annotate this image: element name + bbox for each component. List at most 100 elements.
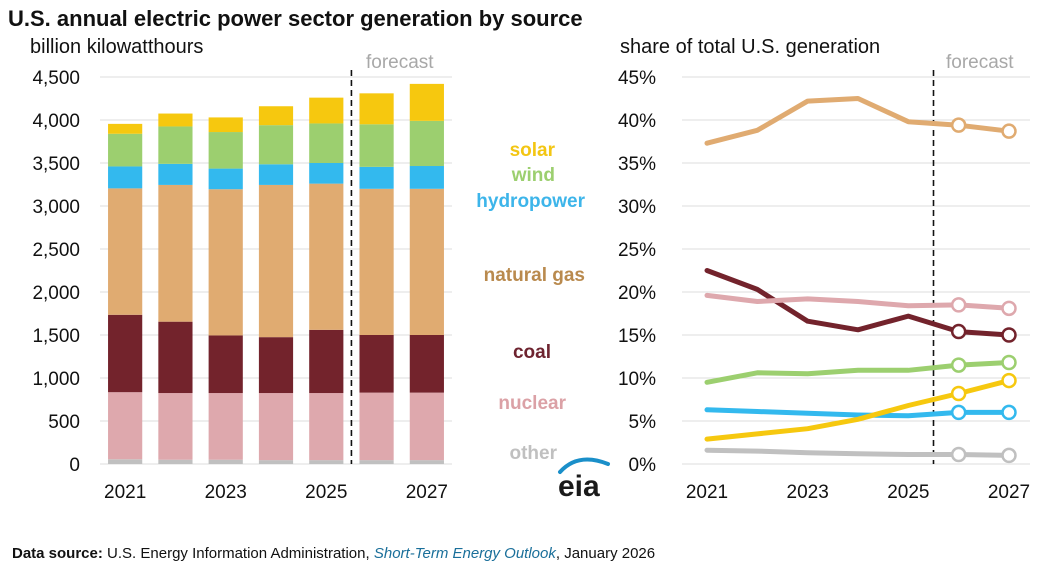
bar-segment-solar xyxy=(258,106,294,126)
bar-segment-coal xyxy=(208,335,243,394)
bar-segment-wind xyxy=(258,125,294,165)
right-y-tick-label: 45% xyxy=(618,68,656,89)
bar-segment-nuclear xyxy=(208,393,243,460)
bar-segment-coal xyxy=(258,337,294,394)
bar-segment-natural-gas xyxy=(208,189,243,336)
left-y-tick-label: 2,500 xyxy=(32,240,80,261)
bar-segment-wind xyxy=(409,120,444,167)
bar-segment-solar xyxy=(108,123,143,134)
left-y-tick-label: 1,000 xyxy=(32,369,80,390)
forecast-point-other xyxy=(1001,447,1017,464)
bar-segment-other xyxy=(309,460,344,464)
left-y-tick-label: 0 xyxy=(69,455,80,476)
logo-text: eia xyxy=(558,470,600,502)
forecast-point-wind xyxy=(950,357,967,373)
bar-segment-other xyxy=(208,459,243,464)
bar-segment-natural-gas xyxy=(409,188,444,335)
bar-segment-solar xyxy=(208,117,243,133)
legend-other: other xyxy=(509,443,558,464)
bar-segment-hydropower xyxy=(258,164,294,185)
bar-segment-hydropower xyxy=(359,166,394,189)
bar-segment-other xyxy=(359,460,394,464)
bar-segment-nuclear xyxy=(258,393,294,461)
forecast-point-other xyxy=(950,446,967,463)
forecast-point-natural-gas xyxy=(1001,123,1017,139)
bar-segment-other xyxy=(158,459,193,464)
bar-segment-wind xyxy=(108,133,143,167)
forecast-point-wind xyxy=(1001,354,1017,371)
bar-segment-coal xyxy=(409,335,444,393)
bar-segment-wind xyxy=(208,132,243,169)
right-x-tick-label: 2027 xyxy=(988,482,1030,503)
bar-segment-other xyxy=(108,459,143,464)
left-y-tick-label: 1,500 xyxy=(32,326,80,347)
left-y-tick-label: 3,000 xyxy=(32,197,80,218)
chart-title: U.S. annual electric power sector genera… xyxy=(8,6,583,31)
right-chart-subtitle: share of total U.S. generation xyxy=(620,36,881,58)
bar-segment-nuclear xyxy=(409,392,444,461)
bar-segment-natural-gas xyxy=(359,188,394,335)
bar-segment-hydropower xyxy=(409,166,444,189)
legend-solar: solar xyxy=(509,140,555,161)
left-x-tick-label: 2025 xyxy=(305,482,347,503)
forecast-point-solar xyxy=(1001,372,1017,389)
left-x-tick-label: 2023 xyxy=(205,482,247,503)
right-y-tick-label: 20% xyxy=(618,283,656,304)
legend-hydropower: hydropower xyxy=(476,191,585,212)
left-y-tick-label: 500 xyxy=(48,412,80,433)
bar-segment-nuclear xyxy=(108,392,143,460)
left-x-tick-label: 2021 xyxy=(104,482,146,503)
legend-wind: wind xyxy=(511,165,555,186)
legend-natural-gas: natural gas xyxy=(483,265,585,286)
right-y-tick-label: 25% xyxy=(618,240,656,261)
bar-segment-coal xyxy=(309,329,344,394)
right-y-tick-label: 15% xyxy=(618,326,656,347)
bar-segment-wind xyxy=(158,126,193,164)
left-forecast-label: forecast xyxy=(366,52,434,73)
bar-segment-natural-gas xyxy=(108,188,143,315)
footer-source: U.S. Energy Information Administration, xyxy=(107,545,370,562)
forecast-point-solar xyxy=(950,385,967,402)
right-y-tick-label: 40% xyxy=(618,111,656,132)
bar-segment-other xyxy=(258,460,294,464)
right-y-tick-label: 35% xyxy=(618,154,656,175)
forecast-point-natural-gas xyxy=(950,117,967,133)
right-x-tick-label: 2021 xyxy=(686,482,728,503)
bar-segment-nuclear xyxy=(309,393,344,461)
right-forecast-label: forecast xyxy=(946,52,1014,73)
legend-coal: coal xyxy=(512,342,551,363)
bar-segment-wind xyxy=(359,124,394,167)
right-y-tick-label: 30% xyxy=(618,197,656,218)
bar-segment-hydropower xyxy=(158,163,193,185)
bar-segment-natural-gas xyxy=(309,183,344,330)
bar-segment-natural-gas xyxy=(258,184,294,338)
bar-segment-solar xyxy=(309,97,344,124)
footer-date: , January 2026 xyxy=(555,545,656,562)
forecast-point-coal xyxy=(950,323,967,340)
bar-segment-hydropower xyxy=(108,166,143,189)
left-x-tick-label: 2027 xyxy=(406,482,448,503)
right-y-tick-label: 0% xyxy=(629,455,657,476)
left-y-tick-label: 4,000 xyxy=(32,111,80,132)
bar-segment-natural-gas xyxy=(158,184,193,322)
bar-segment-hydropower xyxy=(309,163,344,184)
bar-segment-coal xyxy=(108,314,143,393)
bar-segment-solar xyxy=(158,113,193,127)
bar-segment-solar xyxy=(409,83,444,121)
left-y-tick-label: 3,500 xyxy=(32,154,80,175)
left-y-tick-label: 2,000 xyxy=(32,283,80,304)
forecast-point-nuclear xyxy=(950,297,967,313)
footer-publication: Short-Term Energy Outlook xyxy=(373,545,556,562)
legend-nuclear: nuclear xyxy=(498,393,566,414)
right-y-tick-label: 5% xyxy=(629,412,657,433)
bar-segment-coal xyxy=(359,335,394,393)
bar-segment-wind xyxy=(309,123,344,163)
left-y-tick-label: 4,500 xyxy=(32,68,80,89)
bar-segment-coal xyxy=(158,321,193,394)
footer-label: Data source: xyxy=(12,545,103,562)
right-x-tick-label: 2025 xyxy=(887,482,929,503)
bar-segment-other xyxy=(409,460,444,464)
bar-segment-nuclear xyxy=(359,392,394,461)
bar-segment-hydropower xyxy=(208,168,243,190)
